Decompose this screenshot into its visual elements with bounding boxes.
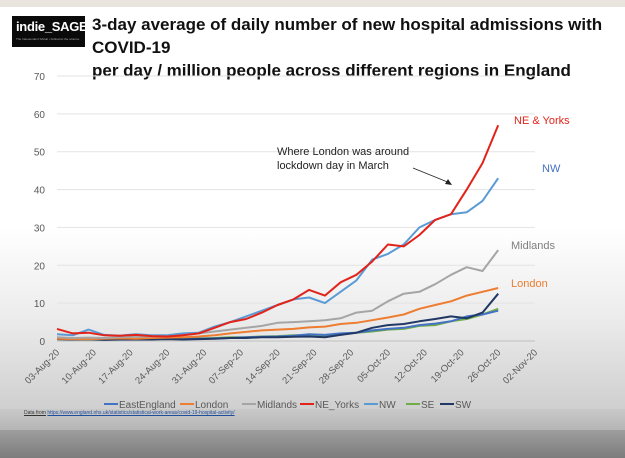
legend: EastEngland London Midlands NE_Yorks NW SE SW xyxy=(104,400,472,411)
title-line-1: 3-day average of daily number of new hos… xyxy=(92,15,603,57)
series-lines xyxy=(56,124,500,341)
x-tick-label: 26-Oct-20 xyxy=(466,347,504,385)
x-tick-label: 21-Sep-20 xyxy=(280,347,319,386)
y-tick-label: 20 xyxy=(34,261,46,272)
x-tick-label: 03-Aug-20 xyxy=(23,347,62,386)
x-tick-label: 31-Aug-20 xyxy=(170,347,209,386)
legend-label-eastengland: EastEngland xyxy=(119,400,176,411)
legend-label-midlands: Midlands xyxy=(257,400,297,411)
annotation: Where London was around lockdown day in M… xyxy=(277,146,452,185)
slide xyxy=(0,7,625,409)
y-tick-label: 10 xyxy=(34,299,46,310)
y-tick-label: 60 xyxy=(34,110,46,121)
legend-label-nw: NW xyxy=(379,400,396,411)
series-line-midlands xyxy=(56,249,499,339)
y-tick-label: 40 xyxy=(34,186,46,197)
series-line-london xyxy=(56,287,499,341)
x-axis-ticks: 03-Aug-2010-Aug-2017-Aug-2024-Aug-2031-A… xyxy=(23,347,540,386)
logo-text: indie_SAGE xyxy=(16,19,88,34)
gridlines xyxy=(57,75,535,342)
x-tick-label: 28-Sep-20 xyxy=(317,347,356,386)
x-tick-label: 24-Aug-20 xyxy=(133,347,172,386)
x-tick-label: 02-Nov-20 xyxy=(501,347,540,386)
series-labels: NE & Yorks NW Midlands London xyxy=(511,115,570,290)
logo-tagline: The Independent SAGE • Following the sci… xyxy=(16,38,80,40)
legend-label-sw: SW xyxy=(455,400,472,411)
legend-label-ne_yorks: NE_Yorks xyxy=(315,400,359,411)
x-tick-label: 10-Aug-20 xyxy=(60,347,99,386)
y-axis-ticks: 0 10 20 30 40 50 60 70 xyxy=(34,72,46,348)
data-source: Data from https://www.england.nhs.uk/sta… xyxy=(24,410,235,416)
series-label-nw: NW xyxy=(542,163,561,175)
y-tick-label: 50 xyxy=(34,148,46,159)
x-tick-label: 12-Oct-20 xyxy=(392,347,430,385)
annotation-text-line-1: Where London was around xyxy=(277,146,409,158)
source-label: Data from xyxy=(24,410,46,416)
annotation-text-line-2: lockdown day in March xyxy=(277,160,389,172)
series-label-midlands: Midlands xyxy=(511,240,556,252)
x-tick-label: 05-Oct-20 xyxy=(355,347,393,385)
source-link[interactable]: https://www.england.nhs.uk/statistics/st… xyxy=(47,410,235,416)
annotation-arrow-shaft xyxy=(412,167,451,184)
series-line-sw xyxy=(56,293,499,341)
series-label-ne_yorks: NE & Yorks xyxy=(514,115,570,127)
x-tick-label: 07-Sep-20 xyxy=(207,347,246,386)
legend-label-london: London xyxy=(195,400,228,411)
chart-title: 3-day average of daily number of new hos… xyxy=(92,13,622,82)
annotation-arrow-head xyxy=(445,179,452,185)
bottom-bar xyxy=(0,430,625,458)
y-tick-label: 30 xyxy=(34,223,46,234)
slide-margin xyxy=(0,409,625,430)
series-line-nw xyxy=(56,177,500,337)
legend-label-se: SE xyxy=(421,400,435,411)
indie-sage-logo: indie_SAGE The Independent SAGE • Follow… xyxy=(12,16,88,47)
title-line-2: per day / million people across differen… xyxy=(92,61,571,80)
series-label-london: London xyxy=(511,278,548,290)
y-tick-label: 0 xyxy=(39,337,45,348)
y-tick-label: 70 xyxy=(34,72,46,83)
series-line-ne_yorks xyxy=(56,124,500,338)
x-tick-label: 14-Sep-20 xyxy=(244,347,283,386)
x-tick-label: 19-Oct-20 xyxy=(429,347,467,385)
x-tick-label: 17-Aug-20 xyxy=(97,347,136,386)
